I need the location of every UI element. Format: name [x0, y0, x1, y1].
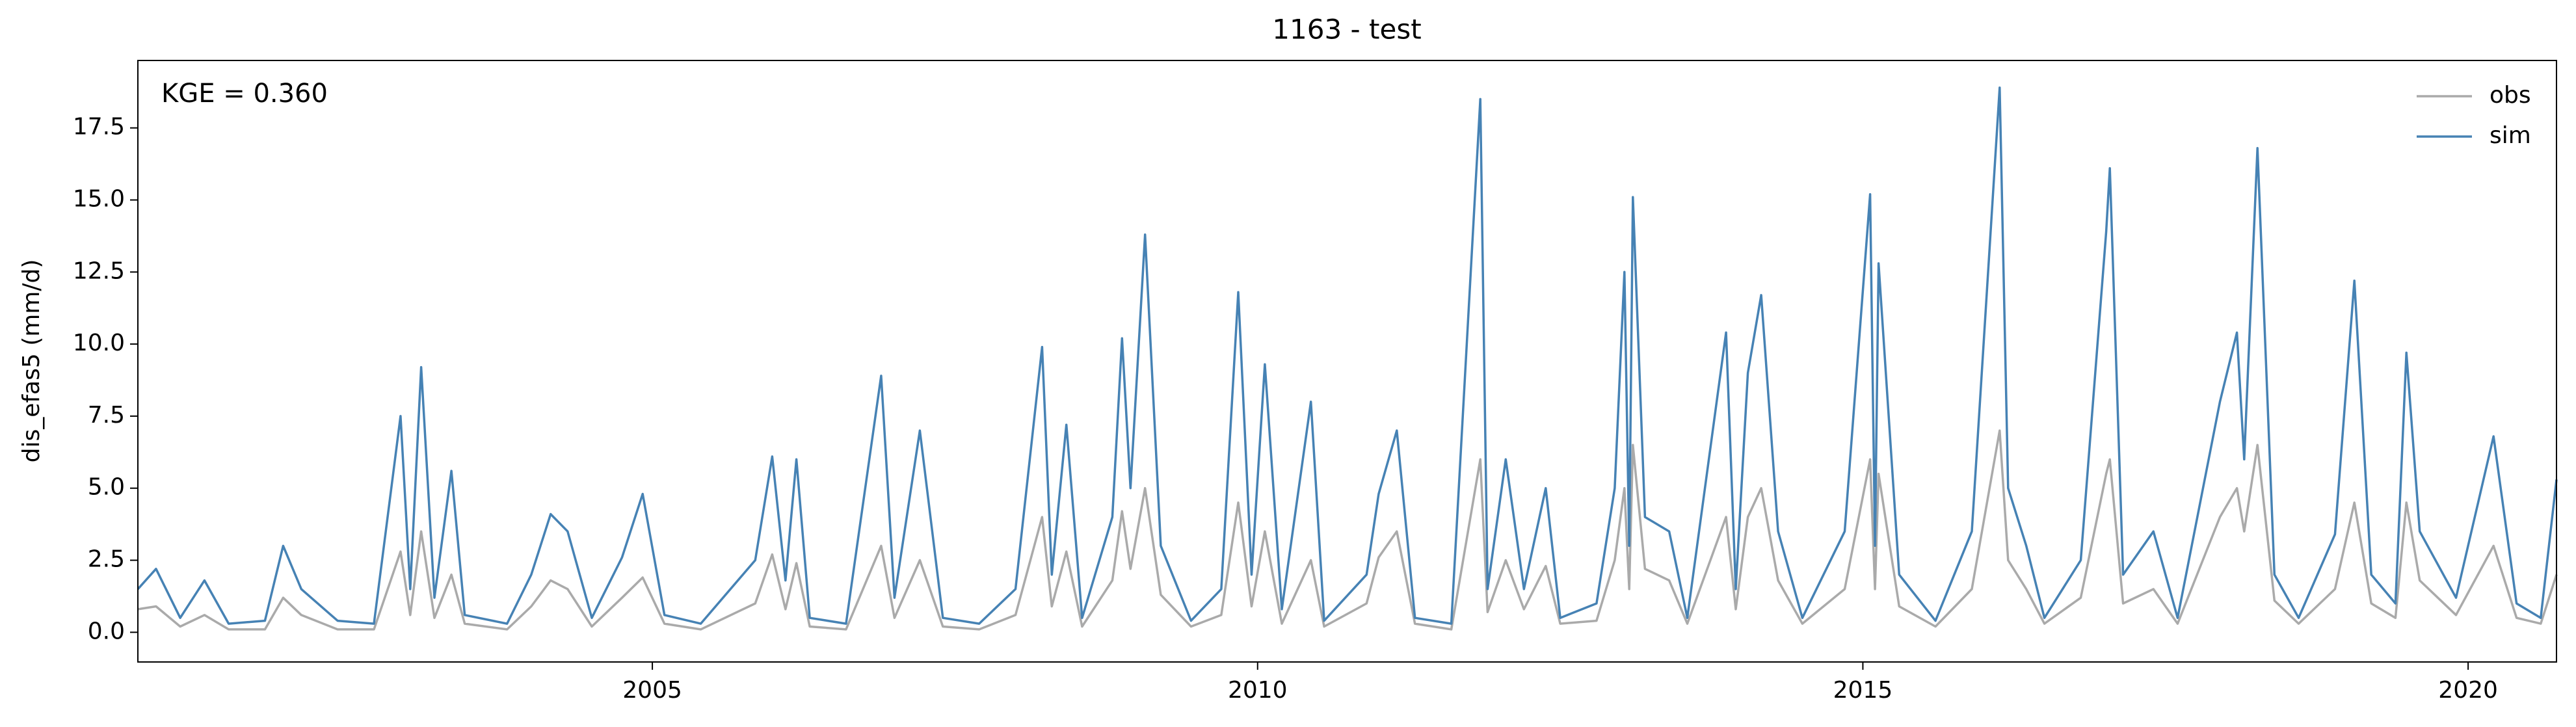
y-tick-label: 2.5: [88, 546, 125, 573]
y-tick-label: 15.0: [73, 186, 125, 213]
y-tick-label: 17.5: [73, 114, 125, 140]
legend-label: sim: [2490, 122, 2531, 149]
y-tick-label: 0.0: [88, 618, 125, 644]
x-tick-label: 2010: [1228, 677, 1288, 704]
chart-title: 1163 - test: [1272, 14, 1421, 46]
y-axis-label: dis_efas5 (mm/d): [18, 259, 45, 463]
series-line: [137, 429, 2558, 631]
x-tick-label: 2020: [2438, 677, 2498, 704]
plot-frame: [137, 60, 2557, 663]
annotation: KGE = 0.360: [161, 79, 328, 109]
y-tick-label: 7.5: [88, 402, 125, 429]
x-tick-label: 2015: [1833, 677, 1893, 704]
legend-label: obs: [2490, 82, 2531, 109]
y-tick-label: 12.5: [73, 258, 125, 284]
y-tick-label: 5.0: [88, 474, 125, 501]
series-line: [137, 86, 2558, 625]
y-tick-label: 10.0: [73, 330, 125, 356]
x-tick-label: 2005: [622, 677, 682, 704]
